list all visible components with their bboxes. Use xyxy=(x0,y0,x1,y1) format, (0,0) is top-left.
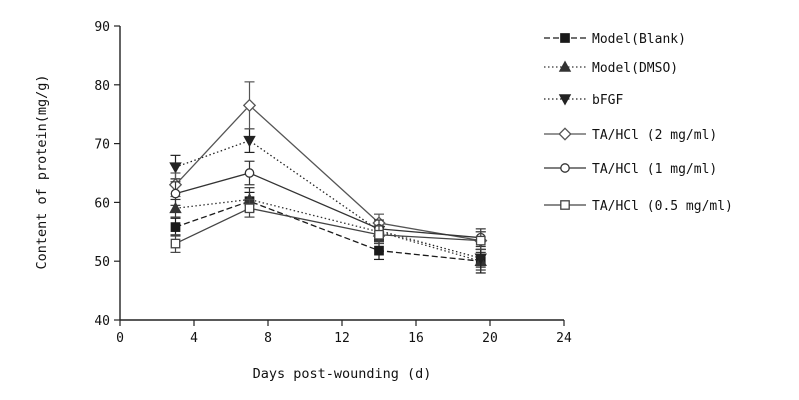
y-axis-label: Content of protein(mg/g) xyxy=(34,74,50,269)
legend-item-1: Model(Blank) xyxy=(544,32,686,47)
legend-label-5: TA/HCl (1 mg/ml) xyxy=(592,162,717,177)
series-4-point-1 xyxy=(242,98,257,112)
legend-marker-5 xyxy=(560,163,570,173)
legend-label-1: Model(Blank) xyxy=(592,32,686,47)
legend-marker-2 xyxy=(558,60,572,72)
plot-area xyxy=(168,81,488,274)
x-tick-label-4: 16 xyxy=(408,331,424,346)
legend-label-6: TA/HCl (0.5 mg/ml) xyxy=(592,199,733,214)
legend-item-6: TA/HCl (0.5 mg/ml) xyxy=(544,199,733,214)
x-tick-label-1: 4 xyxy=(190,331,198,346)
legend-marker-4 xyxy=(558,127,572,141)
series-1-point-2 xyxy=(374,245,384,256)
y-tick-label-2: 60 xyxy=(94,196,110,211)
series-1-point-0 xyxy=(170,222,181,232)
x-axis-label: Days post-wounding (d) xyxy=(253,366,432,382)
legend-marker-3 xyxy=(558,94,572,106)
legend-marker-6 xyxy=(560,200,570,210)
legend-item-2: Model(DMSO) xyxy=(544,60,678,76)
series-6 xyxy=(170,198,486,253)
series-4-line xyxy=(175,104,481,242)
legend-label-3: bFGF xyxy=(592,93,623,108)
legend-label-4: TA/HCl (2 mg/ml) xyxy=(592,128,717,143)
y-tick-label-4: 80 xyxy=(94,79,110,94)
x-tick-label-5: 20 xyxy=(482,331,498,346)
y-tick-label-1: 50 xyxy=(94,255,110,270)
legend-item-3: bFGF xyxy=(544,93,623,108)
series-1-line xyxy=(175,200,481,262)
axes: 0 4 8 12 16 20 24 40 50 60 70 80 90 xyxy=(94,20,572,346)
y-tick-label-3: 70 xyxy=(94,138,110,153)
series-2-line xyxy=(175,198,481,262)
y-tick-label-0: 40 xyxy=(94,314,110,329)
series-2-point-0 xyxy=(169,201,182,214)
series-3-line xyxy=(175,139,481,259)
legend-item-5: TA/HCl (1 mg/ml) xyxy=(544,162,717,177)
x-tick-label-0: 0 xyxy=(116,331,124,346)
series-3-point-1 xyxy=(243,135,256,148)
series-6-point-0 xyxy=(170,238,181,249)
legend-item-4: TA/HCl (2 mg/ml) xyxy=(544,127,717,143)
x-tick-label-6: 24 xyxy=(556,331,572,346)
x-tick-label-3: 12 xyxy=(334,331,350,346)
series-6-point-3 xyxy=(475,235,486,246)
series-2 xyxy=(169,187,487,271)
legend: Model(Blank) Model(DMSO) bFGF TA/HCl (2 mg/… xyxy=(544,32,733,214)
y-tick-label-5: 90 xyxy=(94,20,110,35)
legend-marker-1 xyxy=(560,33,570,43)
legend-label-2: Model(DMSO) xyxy=(592,61,678,76)
series-6-point-2 xyxy=(374,229,384,240)
series-6-line xyxy=(175,207,481,245)
series-5 xyxy=(170,160,486,248)
x-tick-label-2: 8 xyxy=(264,331,272,346)
series-6-point-1 xyxy=(244,203,255,214)
series-5-point-1 xyxy=(244,168,255,178)
series-5-point-0 xyxy=(170,188,181,199)
series-3 xyxy=(169,128,487,268)
series-5-line xyxy=(175,172,481,239)
series-3-point-0 xyxy=(169,162,182,174)
series-3-point-3 xyxy=(474,253,487,265)
